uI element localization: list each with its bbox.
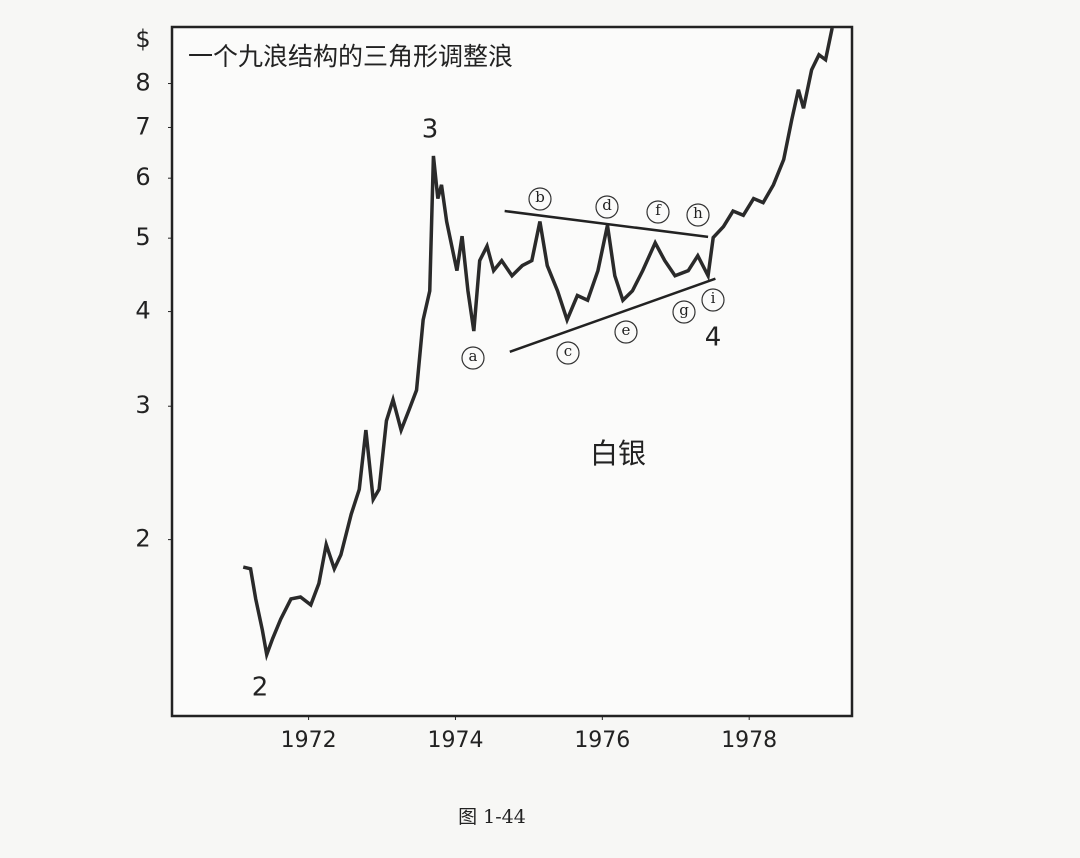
price-line bbox=[242, 27, 834, 662]
chart-title: 一个九浪结构的三角形调整浪 bbox=[188, 42, 513, 71]
sub-wave-label: e bbox=[622, 321, 631, 339]
sub-wave-label: g bbox=[679, 301, 689, 319]
y-tick-label: 6 bbox=[135, 163, 150, 191]
annotation: 白银 bbox=[590, 437, 646, 470]
trendline bbox=[509, 277, 716, 353]
wave-label: 2 bbox=[252, 673, 269, 703]
wave-circle bbox=[556, 341, 580, 365]
y-tick-label: 4 bbox=[135, 297, 150, 325]
wave-circle bbox=[614, 320, 638, 344]
sub-wave-label: c bbox=[564, 342, 572, 360]
y-tick-label: 3 bbox=[135, 391, 150, 419]
y-tick-label: 2 bbox=[135, 525, 150, 553]
y-tick-label: 7 bbox=[135, 112, 150, 140]
x-tick-label: 1976 bbox=[574, 728, 630, 753]
caption: 图 1-44 bbox=[458, 806, 526, 828]
sub-wave-label: d bbox=[602, 196, 612, 214]
trendline bbox=[504, 209, 709, 239]
sub-wave-label: a bbox=[469, 347, 478, 365]
wave-label: 4 bbox=[705, 323, 722, 353]
wave-circle bbox=[701, 288, 725, 312]
sub-wave-label: h bbox=[693, 204, 703, 222]
y-unit: $ bbox=[135, 25, 150, 53]
wave-circle bbox=[528, 187, 552, 211]
x-tick-label: 1978 bbox=[721, 728, 777, 753]
y-tick-label: 5 bbox=[135, 223, 150, 251]
wave-circle bbox=[672, 300, 696, 324]
wave-circle bbox=[686, 203, 710, 227]
sub-wave-label: f bbox=[655, 201, 662, 219]
wave-circle bbox=[461, 346, 485, 370]
wave-circle bbox=[646, 200, 670, 224]
plot-frame bbox=[170, 25, 854, 718]
wave-label: 3 bbox=[422, 115, 439, 145]
sub-wave-label: b bbox=[535, 188, 545, 206]
y-tick-label: 8 bbox=[135, 69, 150, 97]
x-tick-label: 1974 bbox=[427, 728, 483, 753]
sub-wave-label: i bbox=[711, 289, 716, 307]
wave-circle bbox=[595, 195, 619, 219]
x-tick-label: 1972 bbox=[281, 728, 337, 753]
